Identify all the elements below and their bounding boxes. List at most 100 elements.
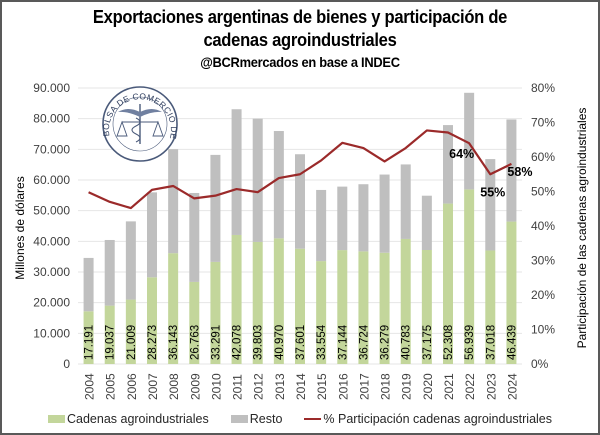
- bar-agro: [252, 241, 263, 364]
- bar-data-label: 56.939: [464, 325, 476, 360]
- x-tick-label: 2017: [357, 373, 371, 400]
- bar-data-label: 46.439: [506, 325, 518, 360]
- bar-agro: [168, 253, 179, 364]
- bar-resto: [83, 257, 94, 312]
- y-tick-label: 40.000: [33, 234, 70, 248]
- legend-swatch-agro: [47, 415, 65, 423]
- x-axis-ticks: 2004 2005 2006 2007 2008 2009 2010 2011 2012 2013…: [83, 373, 520, 400]
- x-tick-label: 2006: [125, 373, 139, 400]
- y2-tick-label: 60%: [531, 150, 555, 164]
- bar-data-label: 36.279: [380, 325, 392, 360]
- bar-agro: [125, 299, 136, 364]
- bar-resto: [443, 125, 453, 204]
- legend-swatch-resto: [230, 415, 248, 423]
- x-tick-label: 2010: [209, 373, 223, 400]
- y-tick-label: 30.000: [33, 265, 70, 279]
- bar-data-labels: 17.191 19.037 21.009 28.273 36.143 26.763 33.2…: [84, 324, 519, 360]
- y-tick-label: 50.000: [33, 204, 70, 218]
- bar-data-label: 52.308: [443, 325, 455, 360]
- bar-agro: [316, 261, 327, 364]
- legend-item-resto: Resto: [230, 412, 282, 426]
- bar-agro: [506, 221, 517, 364]
- bar-agro: [189, 281, 200, 364]
- bar-resto: [379, 174, 390, 253]
- bars: [83, 92, 517, 364]
- x-tick-label: 2009: [188, 373, 202, 400]
- bar-data-label: 36.724: [358, 324, 370, 360]
- bar-resto: [104, 239, 115, 306]
- bar-agro: [231, 234, 242, 364]
- legend-label-agro: Cadenas agroindustriales: [66, 412, 209, 426]
- legend-item-pct: % Participación cadenas agroindustriales: [304, 412, 552, 426]
- bar-data-label: 26.763: [189, 325, 201, 360]
- chart-title-line1: Exportaciones argentinas de bienes y par…: [92, 7, 508, 27]
- bar-data-label: 40.783: [401, 325, 413, 360]
- x-tick-label: 2008: [167, 373, 181, 400]
- bar-agro: [485, 250, 496, 364]
- y-tick-label: 70.000: [33, 142, 70, 156]
- x-tick-label: 2007: [146, 373, 160, 400]
- bar-resto: [231, 109, 242, 235]
- bar-resto: [400, 164, 411, 239]
- bar-data-label: 17.191: [84, 325, 96, 360]
- percentage-line: 64% 55%58%: [88, 129, 532, 210]
- bar-data-label: 37.601: [295, 325, 307, 360]
- y-axis-left-ticks: 0 10.000 20.000 30.000 40.000 50.000 60.000 70.…: [33, 81, 70, 371]
- logo-inner-ring: [112, 96, 168, 152]
- bar-resto: [421, 195, 432, 250]
- x-tick-label: 2019: [400, 373, 414, 400]
- y2-tick-label: 10%: [531, 323, 555, 337]
- y2-tick-label: 50%: [531, 185, 555, 199]
- bar-resto: [189, 192, 200, 282]
- bar-data-label: 40.970: [274, 325, 286, 360]
- y2-tick-label: 80%: [531, 81, 555, 95]
- bar-data-label: 42.078: [232, 325, 244, 360]
- x-tick-label: 2012: [252, 373, 266, 400]
- y2-tick-label: 0%: [531, 357, 549, 371]
- legend-label-pct: % Participación cadenas agroindustriales: [323, 412, 553, 426]
- bar-resto: [147, 192, 157, 278]
- bar-data-label: 33.291: [210, 325, 222, 360]
- y-axis-left-title: Millones de dólares: [13, 176, 27, 279]
- bar-agro: [421, 249, 432, 364]
- bar-data-label: 28.273: [147, 325, 159, 360]
- bar-agro: [147, 277, 157, 364]
- percentage-data-label: 58%: [507, 165, 532, 179]
- bar-agro: [295, 248, 305, 364]
- bar-agro: [379, 252, 390, 364]
- legend: Cadenas agroindustriales Resto % Partici…: [0, 412, 600, 426]
- bar-resto: [506, 119, 517, 222]
- bar-data-label: 37.144: [337, 324, 349, 360]
- chart-subtitle: @BCRmercados en base a INDEC: [200, 54, 400, 70]
- x-tick-label: 2013: [273, 373, 287, 400]
- logo-wings: [118, 109, 162, 117]
- bar-data-label: 37.018: [485, 325, 497, 360]
- y-tick-label: 60.000: [33, 173, 70, 187]
- x-tick-label: 2011: [231, 374, 245, 400]
- bar-resto: [337, 186, 348, 251]
- bar-agro: [337, 250, 348, 364]
- percentage-data-label: 64%: [449, 147, 474, 161]
- x-tick-label: 2018: [379, 373, 393, 400]
- x-tick-label: 2014: [294, 373, 308, 400]
- legend-item-agro: Cadenas agroindustriales: [47, 412, 209, 426]
- x-tick-label: 2005: [104, 373, 118, 400]
- bar-agro: [358, 251, 369, 364]
- bar-resto: [168, 149, 179, 254]
- x-tick-label: 2004: [83, 373, 97, 400]
- bar-data-label: 19.037: [105, 325, 117, 360]
- bar-agro: [400, 238, 411, 364]
- bar-data-label: 37.175: [422, 325, 434, 360]
- y-tick-label: 10.000: [33, 326, 70, 340]
- logo-scale-pans: [116, 120, 164, 137]
- bcr-logo-icon: BOLSA DE COMERCIO DE ROSARIO: [0, 0, 179, 162]
- y2-tick-label: 70%: [531, 116, 555, 130]
- legend-swatch-line: [304, 418, 322, 420]
- chart-title-line2: cadenas agroindustriales: [203, 30, 397, 50]
- y-tick-label: 80.000: [33, 112, 70, 126]
- y-tick-label: 20.000: [33, 296, 70, 310]
- bar-data-label: 39.803: [253, 325, 265, 360]
- bar-resto: [252, 118, 263, 242]
- y-axis-right-ticks: 0% 10% 20% 30% 40% 50% 60% 70% 80%: [531, 81, 555, 371]
